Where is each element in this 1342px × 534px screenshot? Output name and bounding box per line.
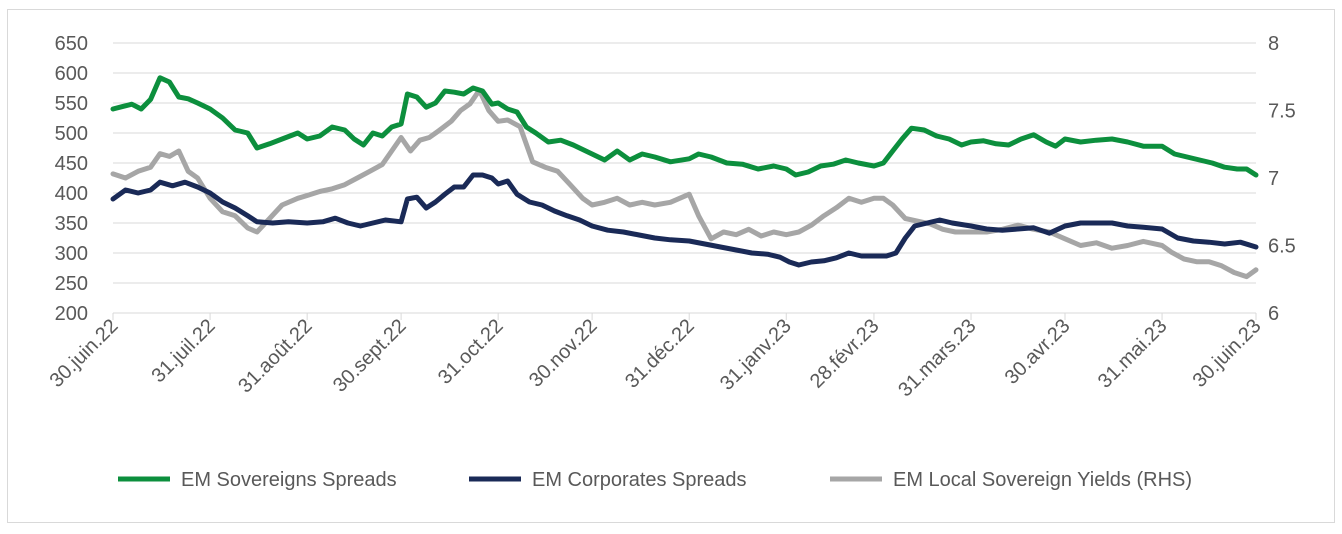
x-tick-label: 31.juil.22 xyxy=(147,315,219,387)
series-line-3 xyxy=(110,87,1259,280)
y-tick-label: 400 xyxy=(55,183,88,205)
legend: EM Sovereigns Spreads EM Corporates Sprea… xyxy=(118,469,1192,491)
x-tick-label: 30.sept.22 xyxy=(329,315,411,397)
y2-tick-label: 7.5 xyxy=(1268,101,1296,123)
x-tick-label: 31.déc.22 xyxy=(621,315,699,393)
x-tick-label: 30.avr.23 xyxy=(1001,315,1075,389)
y-tick-label: 550 xyxy=(55,93,88,115)
series-line-1 xyxy=(110,75,1259,178)
x-tick-label: 31.mai.23 xyxy=(1094,315,1172,393)
y2-tick-label: 6 xyxy=(1268,303,1279,325)
y-tick-label: 650 xyxy=(55,33,88,55)
y-tick-label: 450 xyxy=(55,153,88,175)
gridlines xyxy=(113,42,1256,314)
x-tick-label: 31.oct.22 xyxy=(434,315,508,389)
y-tick-label: 600 xyxy=(55,63,88,85)
y2-tick-label: 8 xyxy=(1268,33,1279,55)
x-tick-label: 31.août.22 xyxy=(234,315,316,397)
x-tick-label: 31.mars.23 xyxy=(894,315,980,401)
x-tick-label: 30.juin.22 xyxy=(46,315,123,392)
x-tick-label: 31.janv.23 xyxy=(716,315,796,395)
y-tick-label: 300 xyxy=(55,243,88,265)
y-tick-label: 200 xyxy=(55,303,88,325)
x-tick-label: 30.nov.22 xyxy=(525,315,602,392)
series-lines xyxy=(110,75,1259,280)
legend-label: EM Local Sovereign Yields (RHS) xyxy=(893,469,1192,491)
y-tick-label: 500 xyxy=(55,123,88,145)
y-tick-label: 250 xyxy=(55,273,88,295)
legend-label: EM Sovereigns Spreads xyxy=(181,469,397,491)
series-line-2 xyxy=(110,172,1259,268)
x-tick-label: 30.juin.23 xyxy=(1189,315,1266,392)
y-tick-label: 350 xyxy=(55,213,88,235)
y2-tick-label: 6.5 xyxy=(1268,236,1296,258)
chart-frame xyxy=(7,9,1335,523)
x-tick-label: 28.févr.23 xyxy=(806,315,884,393)
legend-label: EM Corporates Spreads xyxy=(532,469,747,491)
y2-tick-label: 7 xyxy=(1268,168,1279,190)
